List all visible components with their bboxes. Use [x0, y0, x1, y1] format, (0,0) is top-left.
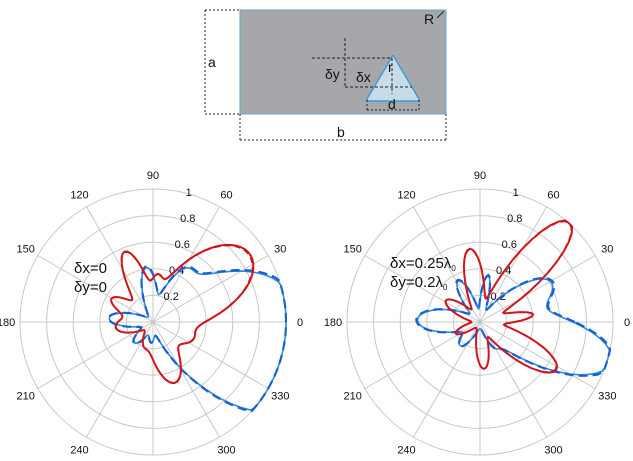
annotation-1-line1: δx=0 — [74, 260, 107, 277]
grid-spoke — [152, 321, 269, 389]
angle-tick-label: 180 — [324, 317, 342, 329]
angle-tick-label: 120 — [397, 190, 415, 202]
angle-tick-label: 60 — [547, 190, 559, 202]
grid-spoke — [364, 255, 481, 323]
polar-labels-1: 03060901201501802102402703003300.20.40.6… — [0, 170, 303, 456]
polar-plot-1: 03060901201501802102402703003300.20.40.6… — [0, 170, 303, 456]
radial-tick-label: 0.2 — [164, 291, 179, 303]
blue-dashed-curve — [415, 273, 612, 377]
grid-spoke — [413, 321, 481, 438]
label-b: b — [337, 124, 345, 140]
radial-tick-label: 0.8 — [180, 213, 195, 225]
patch-schematic: a b R δy δx r d — [204, 9, 447, 141]
label-r: r — [388, 59, 393, 75]
grid-spoke — [479, 255, 596, 323]
angle-tick-label: 210 — [344, 391, 362, 403]
label-a: a — [208, 54, 216, 70]
corner-R-mark — [436, 10, 445, 19]
label-dy: δy — [325, 66, 340, 82]
polar-curves-2 — [415, 219, 612, 377]
grid-spoke — [479, 321, 547, 438]
grid-spoke — [152, 206, 220, 323]
grid-spoke — [479, 206, 547, 323]
radial-tick-label: 0.6 — [175, 239, 190, 251]
grid-spoke — [479, 321, 596, 389]
angle-tick-label: 240 — [70, 444, 88, 456]
radial-tick-label: 0.6 — [502, 239, 517, 251]
angle-tick-label: 90 — [147, 170, 159, 182]
radial-tick-label: 1 — [513, 187, 519, 199]
angle-tick-label: 0 — [297, 317, 303, 329]
angle-tick-label: 120 — [70, 190, 88, 202]
angle-tick-label: 240 — [397, 444, 415, 456]
annotation-2-line2: δy=0.2λ0 — [390, 274, 448, 292]
annotation-1-line2: δy=0 — [74, 279, 107, 296]
red-solid-curve — [444, 219, 574, 374]
blue-dashed-curve — [107, 265, 288, 413]
angle-tick-label: 30 — [274, 244, 286, 256]
polar-plot-2: 03060901201501802102402703003300.20.40.6… — [324, 170, 630, 456]
angle-tick-label: 150 — [17, 244, 35, 256]
radial-tick-label: 0.2 — [491, 291, 506, 303]
label-R: R — [424, 11, 434, 27]
angle-tick-label: 330 — [271, 391, 289, 403]
angle-tick-label: 330 — [598, 391, 616, 403]
grid-spoke — [86, 206, 154, 323]
angle-tick-label: 300 — [217, 444, 235, 456]
grid-spoke — [37, 255, 154, 323]
angle-tick-label: 150 — [344, 244, 362, 256]
label-d: d — [388, 96, 396, 112]
angle-tick-label: 0 — [624, 317, 630, 329]
polar-labels-2: 03060901201501802102402703003300.20.40.6… — [324, 170, 630, 456]
label-dx: δx — [356, 69, 371, 85]
radial-tick-label: 0.8 — [507, 213, 522, 225]
angle-tick-label: 180 — [0, 317, 15, 329]
angle-tick-label: 30 — [601, 244, 613, 256]
grid-spoke — [152, 321, 220, 438]
red-solid-curve — [110, 243, 255, 385]
polar-grid-1 — [19, 188, 287, 456]
polar-curves-1 — [107, 243, 288, 413]
angle-tick-label: 90 — [474, 170, 486, 182]
annotation-2-line1: δx=0.25λ0 — [390, 255, 456, 273]
radial-tick-label: 1 — [186, 187, 192, 199]
angle-tick-label: 60 — [220, 190, 232, 202]
angle-tick-label: 210 — [17, 391, 35, 403]
grid-spoke — [152, 255, 269, 323]
angle-tick-label: 300 — [544, 444, 562, 456]
